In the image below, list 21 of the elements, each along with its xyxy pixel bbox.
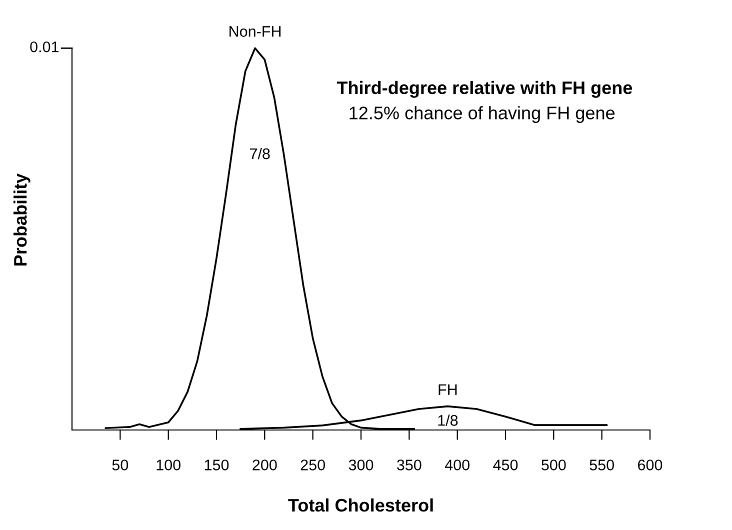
text: 12.5% chance of having FH gene [350,106,615,123]
x-axis-title: Total Cholesterol [288,498,433,512]
x-tick-label: 200 [252,460,277,470]
x-tick-label: 250 [300,460,325,470]
x-tick-label: 450 [493,460,518,470]
y-axis-title: Probability [14,173,30,266]
series-label: Non-FH [230,26,281,37]
x-tick-label: 550 [590,460,614,470]
x-tick-label: 150 [204,460,229,470]
x-tick-label: 50 [112,460,128,470]
x-tick-label: 600 [638,460,662,470]
x-tick-label: 300 [348,460,374,470]
series-label: FH [438,384,457,395]
annotation: 7/8 [250,148,270,160]
x-tick-label: 100 [156,460,180,470]
x-tick-label: 400 [444,460,470,470]
x-tick-label: 350 [397,460,422,470]
text: Third-degree relative with FH gene [336,80,632,98]
x-tick-label: 500 [542,460,566,470]
annotation: 1/8 [438,414,458,426]
text: 0.01 [30,41,59,52]
